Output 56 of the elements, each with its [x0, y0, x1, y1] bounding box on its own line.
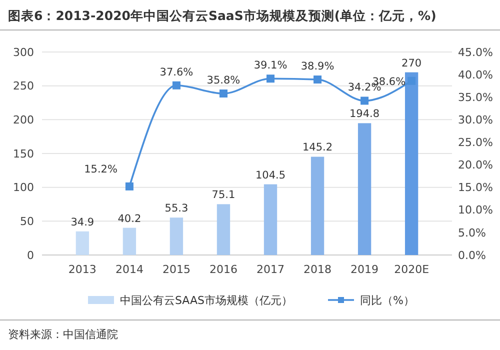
y-tick-label: 200 — [13, 114, 34, 127]
x-tick-label: 2017 — [256, 263, 285, 276]
y2-tick-label: 25.0% — [458, 136, 493, 150]
x-tick-label: 2014 — [115, 263, 144, 276]
point — [172, 81, 180, 90]
data-label: 35.8% — [206, 74, 240, 86]
x-tick-label: 2020E — [394, 263, 430, 276]
data-label: 37.6% — [160, 66, 194, 78]
x-tick-label: 2019 — [350, 263, 379, 276]
point — [219, 90, 228, 98]
x-tick-label: 2016 — [209, 263, 238, 276]
data-label: 34.9 — [70, 216, 94, 228]
data-label: 194.8 — [350, 108, 380, 120]
bar — [170, 218, 184, 255]
y-tick-label: 300 — [13, 46, 34, 59]
x-tick-label: 2015 — [162, 263, 190, 276]
bar — [358, 123, 372, 255]
data-label: 75.1 — [212, 189, 236, 202]
point — [125, 182, 134, 190]
y2-tick-label: 30.0% — [458, 114, 493, 127]
y2-tick-label: 40.0% — [458, 68, 493, 82]
data-label: 55.3 — [164, 202, 188, 215]
data-label: 39.1% — [254, 60, 288, 72]
legend-label: 中国公有云SAAS市场规模（亿元） — [120, 294, 293, 307]
x-tick-label: 2018 — [304, 263, 332, 276]
y-tick-label: 150 — [13, 147, 34, 160]
point — [360, 96, 369, 105]
x-tick-label: 2013 — [68, 263, 96, 276]
text: 资料来源：中国信通院 — [8, 328, 118, 341]
data-label: 40.2 — [118, 212, 142, 225]
y2-tick-label: 5.0% — [458, 226, 486, 240]
point — [266, 74, 275, 83]
data-label: 145.2 — [302, 142, 333, 154]
data-label: 15.2% — [84, 163, 118, 176]
bar — [310, 156, 324, 255]
bar — [76, 231, 90, 255]
y2-tick-label: 10.0% — [458, 204, 493, 217]
y-tick-label: 100 — [13, 181, 34, 194]
y2-tick-label: 45.0% — [458, 46, 493, 59]
chart-title: 图表6：2013-2020年中国公有云SaaS市场规模及预测(单位：亿元，%) — [8, 8, 436, 23]
y-tick-label: 0 — [27, 248, 34, 262]
y-tick-label: 50 — [20, 215, 34, 228]
data-label: 104.5 — [255, 169, 286, 182]
bar — [122, 228, 136, 255]
y2-tick-label: 0.0% — [458, 248, 486, 262]
data-label: 270 — [402, 57, 422, 70]
data-label: 38.9% — [300, 60, 334, 73]
y-tick-label: 250 — [13, 80, 34, 93]
bar — [404, 72, 418, 255]
legend-label: 同比（%） — [360, 294, 414, 307]
bar — [264, 184, 278, 255]
bar — [216, 204, 230, 255]
y2-tick-label: 35.0% — [458, 90, 493, 104]
y2-tick-label: 20.0% — [458, 158, 493, 172]
point — [314, 76, 322, 84]
y2-tick-label: 15.0% — [458, 181, 493, 194]
